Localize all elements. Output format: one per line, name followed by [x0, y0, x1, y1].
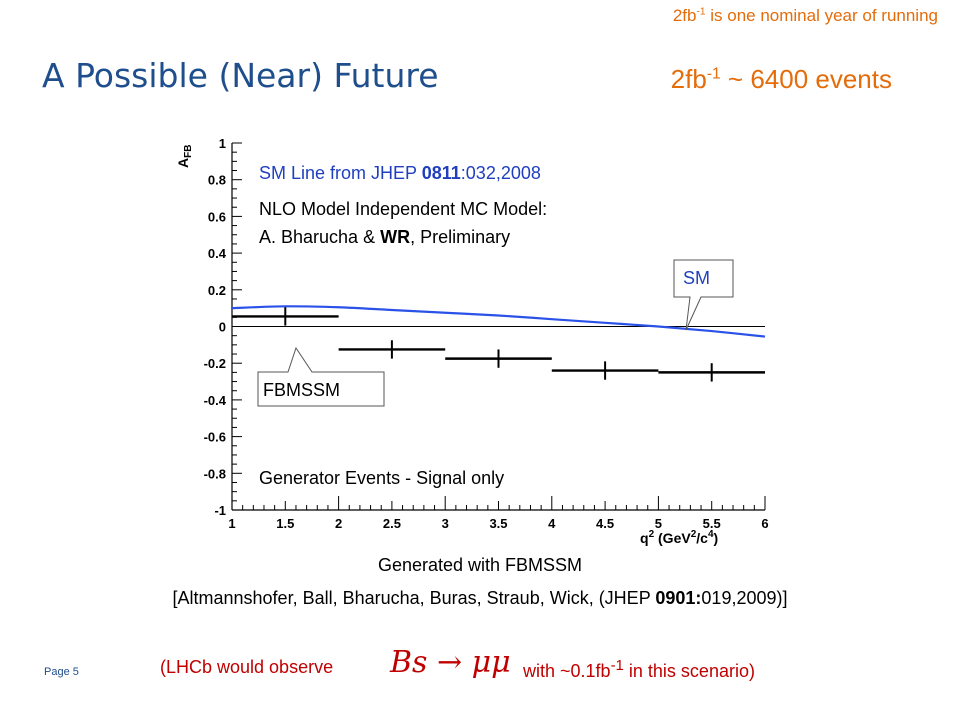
x-tick-label: 3	[442, 516, 449, 531]
nlo-model-text: NLO Model Independent MC Model:	[259, 199, 547, 219]
sm-reference-text: SM Line from JHEP 0811:032,2008	[259, 163, 541, 183]
sm-callout	[673, 259, 734, 331]
y-tick-label: -0.6	[204, 430, 226, 445]
x-tick-label: 1	[228, 516, 235, 531]
footer-left: (LHCb would observe	[160, 657, 334, 677]
y-tick-label: -0.2	[204, 356, 226, 371]
x-tick-label: 6	[761, 516, 768, 531]
x-tick-label: 5	[655, 516, 662, 531]
y-tick-label: 0.4	[208, 246, 227, 261]
generated-with: Generated with FBMSSM	[377, 555, 583, 575]
sm-callout-label: SM	[683, 268, 710, 288]
x-tick-label: 3.5	[489, 516, 507, 531]
y-tick-label: 0.2	[208, 283, 226, 298]
fbmssm-bin	[232, 307, 339, 326]
fbmssm-bin	[445, 349, 552, 368]
citation: [Altmannshofer, Ball, Bharucha, Buras, S…	[172, 588, 788, 608]
footer-right: with ~0.1fb-1 in this scenario)	[523, 657, 755, 681]
sm-curve	[231, 305, 766, 338]
x-tick-label: 2	[335, 516, 342, 531]
fbmssm-bin	[338, 340, 446, 359]
x-tick-label: 1.5	[276, 516, 294, 531]
x-axis-label: q2 (GeV2/c4)	[640, 529, 718, 546]
events-estimate: 2fb-1 ~ 6400 events	[670, 64, 892, 94]
authors-text: A. Bharucha & WR, Preliminary	[259, 227, 510, 247]
afb-chart: -1 -0.8 -0.6 -0.4 -0.2 0 0.2 0.4 0.6 0.8 1 1 1.5 2 2.…	[175, 136, 769, 546]
y-tick-label: -0.4	[204, 393, 227, 408]
y-tick-label: 0	[219, 320, 226, 335]
generator-text: Generator Events - Signal only	[259, 468, 504, 488]
decay-formula: Bs → μμ	[390, 645, 511, 680]
x-tick-label: 2.5	[383, 516, 401, 531]
y-axis-label: AFB	[175, 145, 194, 168]
y-tick-label: 1	[219, 136, 226, 151]
slide-title: A Possible (Near) Future	[42, 56, 439, 95]
fbmssm-bin	[551, 361, 659, 380]
fbmssm-bin	[658, 363, 765, 382]
y-tick-label: -1	[214, 503, 226, 518]
x-tick-label: 5.5	[703, 516, 721, 531]
running-note: 2fb-1 is one nominal year of running	[672, 6, 938, 25]
y-tick-label: -0.8	[204, 466, 226, 481]
fbmssm-callout-label: FBMSSM	[263, 380, 340, 400]
y-tick-label: 0.6	[208, 209, 226, 224]
fbmssm-callout	[257, 346, 385, 407]
page-number: Page 5	[44, 666, 79, 678]
x-tick-label: 4.5	[596, 516, 614, 531]
x-tick-label: 4	[548, 516, 556, 531]
y-tick-label: 0.8	[208, 173, 226, 188]
